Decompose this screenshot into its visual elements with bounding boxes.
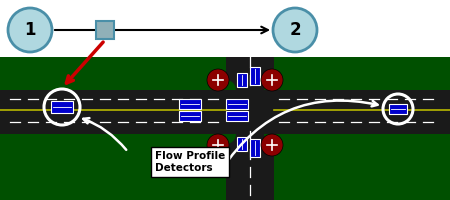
Wedge shape bbox=[264, 134, 274, 144]
Bar bbox=[389, 104, 407, 114]
Circle shape bbox=[8, 8, 52, 52]
Circle shape bbox=[261, 69, 283, 91]
Bar bbox=[226, 111, 248, 121]
Text: 1: 1 bbox=[24, 21, 36, 39]
Text: 2: 2 bbox=[289, 21, 301, 39]
Circle shape bbox=[207, 134, 229, 156]
Wedge shape bbox=[264, 80, 274, 90]
Text: Flow Profile
Detectors: Flow Profile Detectors bbox=[155, 151, 225, 173]
Circle shape bbox=[207, 69, 229, 91]
Bar bbox=[250, 139, 260, 157]
Bar bbox=[179, 99, 201, 109]
Bar bbox=[237, 137, 247, 151]
Bar bbox=[0, 57, 450, 200]
Bar bbox=[179, 111, 201, 121]
Circle shape bbox=[261, 134, 283, 156]
Bar bbox=[250, 67, 260, 85]
Bar bbox=[237, 73, 247, 87]
Bar bbox=[226, 57, 274, 200]
Wedge shape bbox=[226, 80, 236, 90]
Bar bbox=[0, 90, 450, 134]
Bar bbox=[226, 99, 248, 109]
Bar bbox=[96, 21, 114, 39]
Bar bbox=[51, 101, 73, 113]
Circle shape bbox=[273, 8, 317, 52]
Wedge shape bbox=[226, 134, 236, 144]
